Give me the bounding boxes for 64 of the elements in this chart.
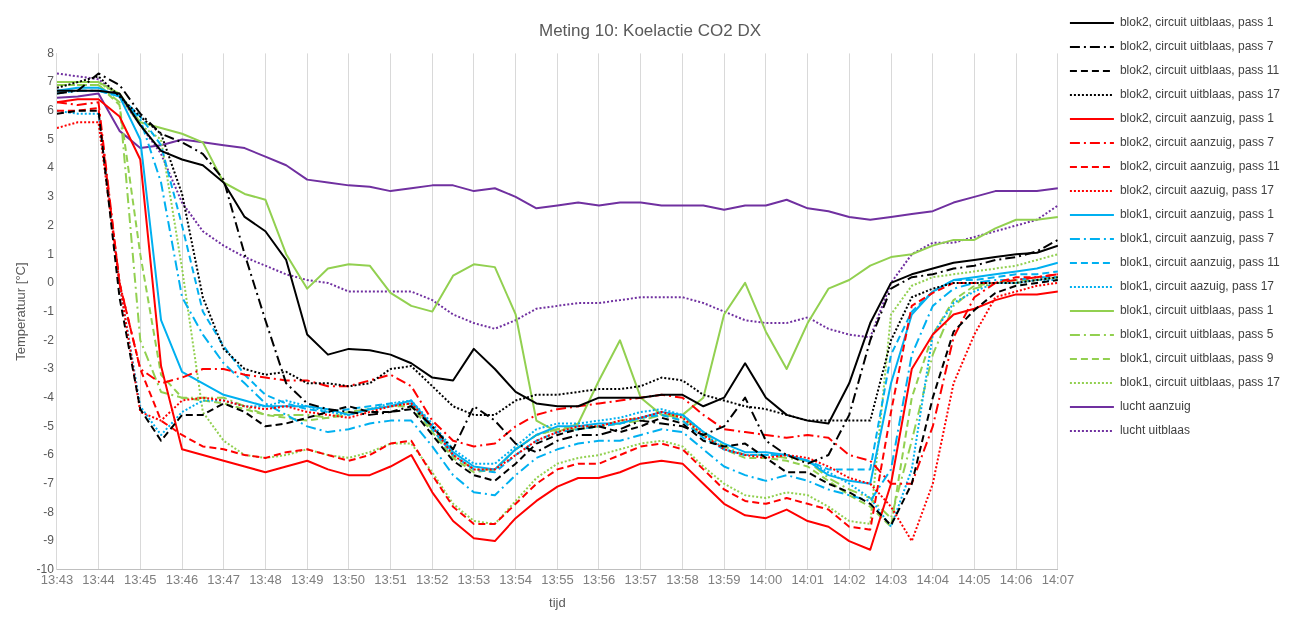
chart-title: Meting 10: Koelactie CO2 DX xyxy=(538,20,762,40)
legend-label: blok2, circuit aanzuig, pass 7 xyxy=(1119,135,1275,150)
legend-label: blok1, circuit uitblaas, pass 17 xyxy=(1119,375,1281,390)
y-tick-label: -7 xyxy=(43,476,55,491)
x-tick-label: 14:06 xyxy=(999,572,1033,588)
y-tick-label: -2 xyxy=(43,332,55,347)
y-axis-title: Temperatuur [°C] xyxy=(13,262,29,361)
y-tick-label: 2 xyxy=(47,217,55,232)
legend-label: blok2, circuit uitblaas, pass 7 xyxy=(1119,39,1274,54)
y-tick-label: -1 xyxy=(43,303,55,318)
y-tick-label: -4 xyxy=(43,389,55,404)
x-tick-label: 13:43 xyxy=(40,572,74,588)
y-tick-label: -3 xyxy=(43,361,55,376)
y-tick-label: -5 xyxy=(43,418,55,433)
legend-label: blok1, circuit uitblaas, pass 9 xyxy=(1119,351,1274,366)
x-tick-label: 13:45 xyxy=(124,572,157,588)
legend-label: blok1, circuit uitblaas, pass 1 xyxy=(1119,303,1274,318)
legend-label: blok2, circuit aazuig, pass 17 xyxy=(1119,183,1275,198)
x-tick-label: 13:56 xyxy=(582,572,616,588)
y-tick-label: 4 xyxy=(47,160,55,175)
x-tick-label: 13:58 xyxy=(666,572,699,588)
legend-label: blok2, circuit uitblaas, pass 1 xyxy=(1119,15,1274,30)
legend-label: blok1, circuit uitblaas, pass 5 xyxy=(1119,327,1274,342)
y-tick-label: 8 xyxy=(47,45,55,60)
x-tick-label: 14:00 xyxy=(749,572,783,588)
y-tick-label: -8 xyxy=(43,504,55,519)
legend-label: blok2, circuit aanzuig, pass 1 xyxy=(1119,111,1275,126)
x-tick-label: 13:44 xyxy=(82,572,115,588)
x-tick-label: 13:49 xyxy=(290,572,324,588)
y-tick-label: 5 xyxy=(47,131,55,146)
x-axis-title: tijd xyxy=(549,594,566,610)
x-tick-label: 13:54 xyxy=(499,572,532,588)
y-tick-label: -6 xyxy=(43,447,55,462)
legend-label: blok1, circuit aanzuig, pass 11 xyxy=(1119,255,1281,270)
y-tick-label: 1 xyxy=(47,246,55,261)
x-tick-label: 13:51 xyxy=(374,572,407,588)
x-tick-label: 13:52 xyxy=(416,572,449,588)
x-tick-label: 13:53 xyxy=(457,572,491,588)
y-tick-label: 7 xyxy=(47,74,55,89)
x-tick-label: 14:03 xyxy=(874,572,908,588)
legend-label: blok2, circuit uitblaas, pass 11 xyxy=(1119,63,1280,78)
x-tick-label: 14:02 xyxy=(832,572,866,588)
y-tick-label: 3 xyxy=(47,189,55,204)
legend-label: blok1, circuit aanzuig, pass 7 xyxy=(1119,231,1275,246)
x-tick-label: 13:46 xyxy=(165,572,199,588)
x-tick-label: 13:48 xyxy=(249,572,282,588)
x-tick-label: 13:59 xyxy=(707,572,741,588)
legend-label: blok1, circuit aazuig, pass 17 xyxy=(1119,279,1275,294)
y-tick-label: -9 xyxy=(43,533,55,548)
y-tick-label: 6 xyxy=(47,103,55,118)
y-tick-label: 0 xyxy=(47,275,55,290)
x-tick-label: 14:01 xyxy=(791,572,824,588)
x-tick-label: 14:04 xyxy=(916,572,950,588)
x-tick-label: 13:57 xyxy=(624,572,658,588)
legend-label: blok2, circuit aanzuig, pass 11 xyxy=(1119,159,1281,174)
x-tick-label: 13:50 xyxy=(332,572,365,588)
legend-label: blok2, circuit uitblaas, pass 17 xyxy=(1119,87,1281,102)
x-tick-label: 13:55 xyxy=(541,572,574,588)
legend-label: lucht aanzuig xyxy=(1119,399,1191,414)
legend-label: blok1, circuit aanzuig, pass 1 xyxy=(1119,207,1275,222)
x-tick-label: 14:07 xyxy=(1041,572,1075,588)
x-tick-label: 14:05 xyxy=(958,572,991,588)
legend-label: lucht uitblaas xyxy=(1119,423,1190,438)
x-tick-label: 13:47 xyxy=(207,572,240,588)
